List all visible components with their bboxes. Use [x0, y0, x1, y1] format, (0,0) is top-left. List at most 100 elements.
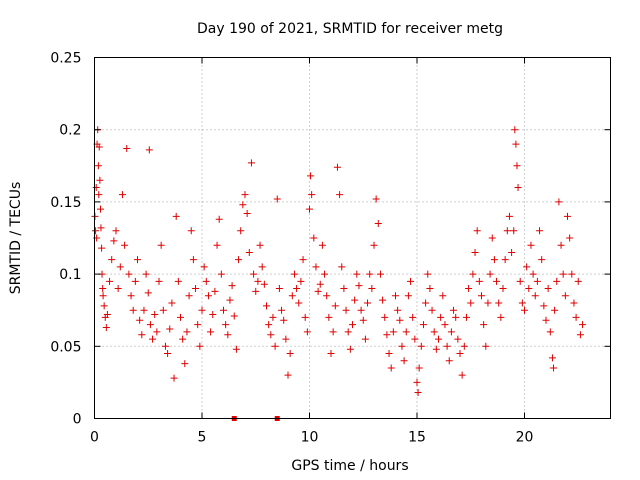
data-point	[331, 302, 339, 310]
data-point	[226, 296, 234, 304]
data-point	[553, 277, 561, 285]
data-point	[297, 277, 305, 285]
data-point	[99, 292, 107, 300]
data-point	[295, 299, 303, 307]
data-point	[103, 311, 111, 319]
data-point	[321, 270, 329, 278]
data-point	[230, 312, 238, 320]
data-point	[222, 321, 230, 329]
data-point	[200, 263, 208, 271]
data-point	[566, 234, 574, 242]
data-point	[426, 285, 434, 293]
data-point	[157, 241, 165, 249]
data-point	[275, 285, 283, 293]
data-point	[183, 328, 191, 336]
data-point	[114, 285, 122, 293]
data-point	[333, 163, 341, 171]
data-point	[469, 270, 477, 278]
data-point	[383, 331, 391, 339]
data-point	[293, 285, 301, 293]
data-point	[97, 205, 105, 213]
data-point	[372, 195, 380, 203]
data-point	[473, 227, 481, 235]
data-point	[357, 306, 365, 314]
data-point	[106, 277, 114, 285]
data-point	[564, 212, 571, 220]
data-point	[325, 313, 333, 321]
data-point	[533, 277, 541, 285]
data-point	[432, 345, 440, 353]
data-point	[286, 350, 294, 358]
data-point	[385, 350, 393, 358]
data-point	[224, 331, 232, 339]
data-point	[303, 328, 311, 336]
data-point	[379, 296, 387, 304]
y-tick-label: 0.2	[59, 123, 81, 139]
data-point	[125, 270, 133, 278]
data-point	[254, 277, 262, 285]
data-point	[531, 292, 539, 300]
data-point	[207, 328, 215, 336]
grid-lines	[94, 57, 611, 419]
y-tick-label: 0.05	[50, 339, 81, 355]
data-point	[269, 313, 277, 321]
data-point	[505, 212, 513, 220]
data-point	[462, 313, 470, 321]
data-point	[572, 313, 580, 321]
data-point	[263, 302, 270, 310]
data-point	[430, 328, 438, 336]
data-point	[129, 306, 137, 314]
data-point	[215, 215, 223, 223]
data-point	[96, 176, 104, 184]
data-point	[540, 302, 548, 310]
data-point	[527, 241, 535, 249]
data-point	[518, 299, 526, 307]
data-point	[516, 277, 524, 285]
data-point	[118, 191, 126, 199]
data-point	[108, 256, 116, 264]
data-point	[407, 277, 415, 285]
data-point	[409, 313, 417, 321]
data-point	[359, 316, 367, 324]
data-point	[480, 321, 488, 329]
data-point	[312, 263, 320, 271]
data-point	[511, 126, 519, 134]
data-point	[411, 335, 419, 343]
data-point	[514, 183, 522, 191]
data-point	[237, 227, 245, 235]
data-point	[245, 248, 253, 256]
data-point	[278, 306, 286, 314]
data-point	[192, 285, 200, 293]
data-point	[138, 331, 146, 339]
data-point	[495, 299, 503, 307]
data-point	[306, 205, 313, 213]
data-point	[153, 328, 161, 336]
data-point	[252, 287, 260, 295]
data-point	[501, 256, 509, 264]
data-point	[155, 277, 163, 285]
data-point	[94, 162, 102, 170]
y-tick-label: 0.25	[50, 51, 81, 67]
data-point	[349, 321, 356, 329]
data-point	[366, 270, 374, 278]
data-point	[185, 292, 193, 300]
data-point	[174, 277, 182, 285]
data-point	[145, 146, 153, 154]
data-point	[164, 350, 172, 358]
data-point	[374, 220, 382, 228]
data-point	[161, 342, 169, 350]
data-point	[513, 162, 521, 170]
data-point	[149, 335, 157, 343]
data-point	[198, 306, 206, 314]
data-point	[196, 342, 204, 350]
data-point	[336, 191, 344, 199]
data-point	[327, 350, 335, 358]
data-point	[241, 191, 249, 199]
data-point	[301, 313, 309, 321]
data-point	[314, 287, 322, 295]
data-point	[179, 335, 187, 343]
y-tick-label: 0.1	[59, 267, 81, 283]
data-point	[256, 241, 264, 249]
data-point	[428, 306, 436, 314]
data-point	[437, 313, 445, 321]
